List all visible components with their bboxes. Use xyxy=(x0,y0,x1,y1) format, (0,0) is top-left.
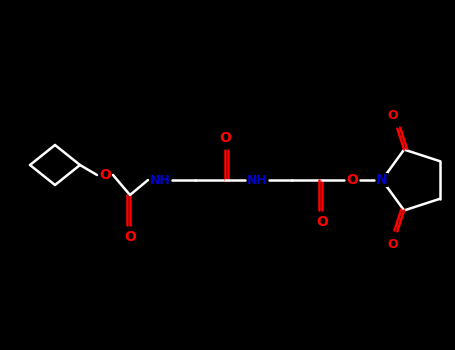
Text: NH: NH xyxy=(247,174,268,187)
Text: O: O xyxy=(99,168,111,182)
Text: O: O xyxy=(124,230,136,244)
Text: O: O xyxy=(388,238,398,251)
Text: O: O xyxy=(219,131,231,145)
Text: O: O xyxy=(388,109,398,122)
Text: NH: NH xyxy=(150,174,170,187)
Text: N: N xyxy=(376,173,388,187)
Text: O: O xyxy=(316,215,328,229)
Text: O: O xyxy=(346,173,358,187)
